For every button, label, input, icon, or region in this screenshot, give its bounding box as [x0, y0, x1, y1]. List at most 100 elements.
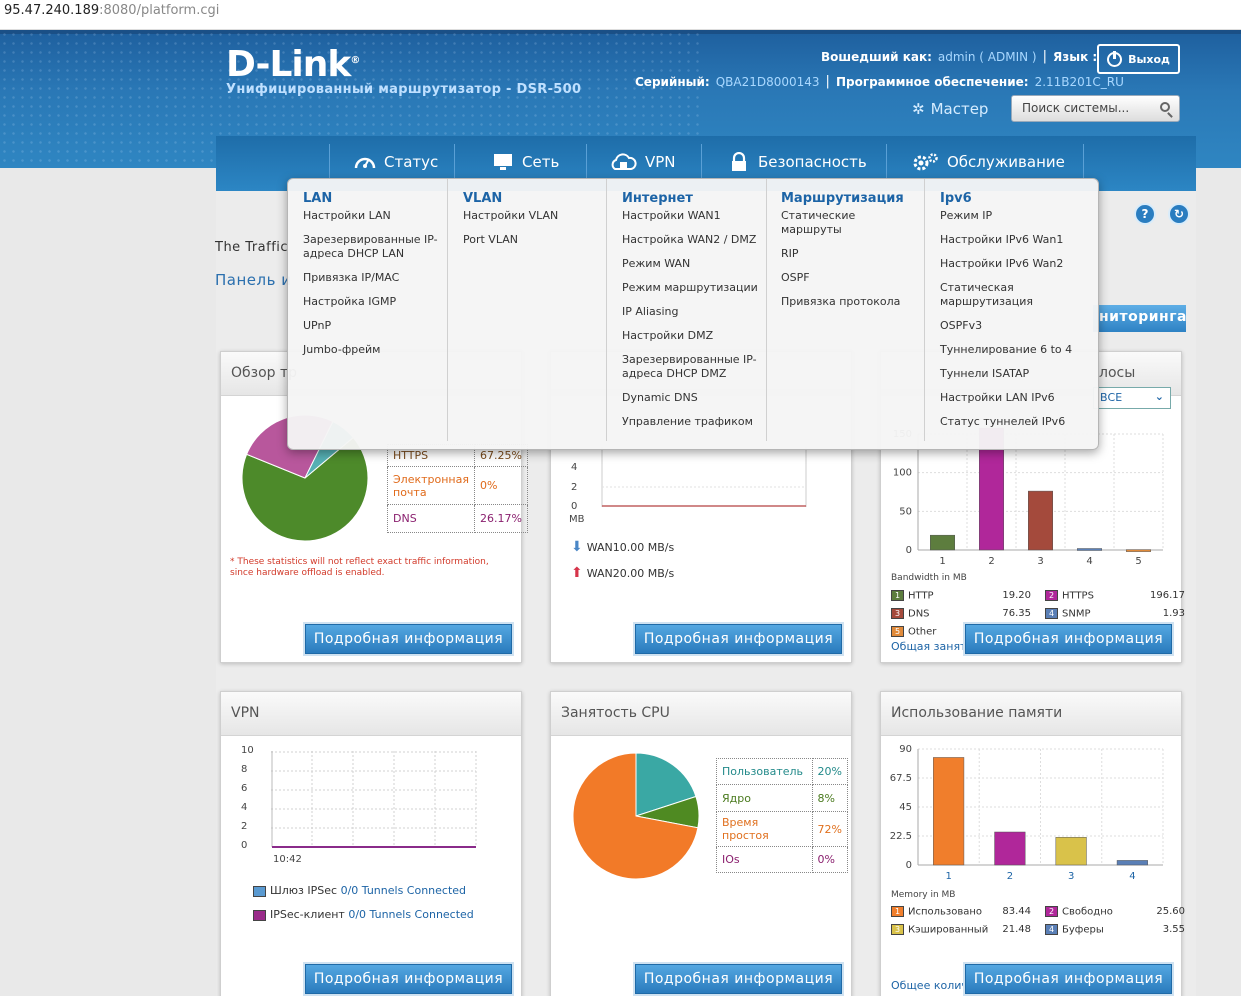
menu-heading-internet[interactable]: Интернет [622, 191, 693, 206]
menu-heading-routing[interactable]: Маршрутизация [781, 191, 904, 206]
legend-item: 2 Свободно 25.60 [1045, 906, 1185, 918]
menu-item[interactable]: Настройка IGMP [303, 295, 397, 308]
menu-item[interactable]: Настройки IPv6 Wan1 [940, 233, 1064, 246]
search-icon [1160, 102, 1170, 112]
menu-item[interactable]: Привязка протокола [781, 295, 901, 308]
chevron-down-icon: ⌄ [1154, 390, 1164, 403]
nav-status[interactable]: Статус [354, 136, 438, 188]
menu-item[interactable]: Управление трафиком [622, 415, 753, 428]
y-tick-label: 100 [893, 468, 912, 479]
cpu-table: Пользователь 20% Ядро 8% Время простоя 72% … [716, 758, 849, 873]
bar [1028, 490, 1053, 551]
menu-item[interactable]: Dynamic DNS [622, 391, 698, 404]
vpn-xlabel: 10:42 [273, 854, 302, 865]
device-subtitle: Унифицированный маршрутизатор - DSR-500 [226, 82, 582, 97]
wan-detail-button[interactable]: Подробная информация [635, 624, 842, 654]
menu-heading-lan[interactable]: LAN [303, 191, 333, 206]
menu-item[interactable]: Настройки IPv6 Wan2 [940, 257, 1064, 270]
x-tick-label: 4 [1129, 871, 1135, 882]
menu-col-routing: Маршрутизация Статические маршруты RIP OSPF… [766, 179, 925, 441]
dlink-logo[interactable]: D-Link® [226, 44, 360, 85]
traffic-detail-button[interactable]: Подробная информация [305, 624, 512, 654]
firmware-label: Программное обеспечение: [835, 74, 1029, 89]
monitoring-button[interactable]: ниторинга [1093, 305, 1186, 332]
table-row: Электронная почта 0% [387, 466, 528, 505]
menu-item[interactable]: Настройки DMZ [622, 329, 714, 342]
wizard-link[interactable]: ✲ Мастер [912, 100, 989, 118]
menu-item[interactable]: Привязка IP/MAC [303, 271, 400, 284]
menu-item[interactable]: Режим IP [940, 209, 993, 222]
menu-col-ipv6: Ipv6 Режим IP Настройки IPv6 Wan1 Настройки… [925, 179, 1099, 441]
pie-slice [241, 436, 369, 542]
x-tick-label: 4 [1086, 556, 1092, 567]
menu-item[interactable]: Статическая маршрутизация [940, 281, 1033, 308]
menu-item[interactable]: Зарезервированные IP-адреса DHCP LAN [303, 233, 438, 260]
legend-value: 76.35 [1002, 608, 1031, 619]
monitor-icon [494, 154, 512, 170]
legend-label: HTTP [908, 590, 934, 602]
x-tick-label: 2 [988, 556, 994, 567]
address-bar[interactable]: 95.47.240.189:8080/platform.cgi [0, 0, 1241, 30]
y-tick-label: 50 [899, 506, 912, 517]
menu-item[interactable]: Статические маршруты [781, 209, 856, 236]
menu-item[interactable]: Настройки VLAN [463, 209, 559, 222]
menu-item[interactable]: Настройки LAN IPv6 [940, 391, 1055, 404]
cpu-detail-button[interactable]: Подробная информация [635, 964, 842, 994]
legend-item: 1 Использовано 83.44 [891, 906, 1031, 918]
legend-swatch: 4 [1045, 924, 1058, 935]
menu-item[interactable]: OSPF [781, 271, 810, 284]
memory-panel: Использование памяти 90 67.5 45 22.5 0 1 2 3 4 M… [880, 691, 1185, 996]
vpn-detail-button[interactable]: Подробная информация [305, 964, 512, 994]
down-arrow-icon: ⬇ [571, 539, 583, 555]
menu-item[interactable]: UPnP [303, 319, 332, 332]
memory-detail-button[interactable]: Подробная информация [965, 964, 1172, 994]
menu-item[interactable]: Режим маршрутизации [622, 281, 758, 294]
menu-item[interactable]: OSPFv3 [940, 319, 983, 332]
language-label[interactable]: Язык : [1053, 49, 1098, 64]
serial-value: QBA21D8000143 [715, 74, 820, 89]
bandwidth-footer: Общая занят [891, 640, 967, 653]
legend-value: 1.93 [1162, 608, 1185, 619]
system-search-input[interactable]: Поиск системы... [1011, 95, 1180, 122]
legend-label: SNMP [1062, 608, 1091, 620]
menu-item[interactable]: Зарезервированные IP-адреса DHCP DMZ [622, 353, 757, 380]
nav-security[interactable]: Безопасность [728, 136, 867, 188]
legend-value: 19.20 [1002, 590, 1031, 601]
refresh-icon[interactable]: ↻ [1168, 203, 1190, 225]
bar [933, 757, 965, 866]
device-info: Серийный: QBA21D8000143 | Программное об… [635, 74, 1124, 89]
menu-item[interactable]: Туннели ISATAP [940, 367, 1030, 380]
menu-heading-ipv6[interactable]: Ipv6 [940, 191, 972, 206]
legend-label: Other [908, 626, 937, 638]
bandwidth-filter-select[interactable]: ВСЕ ⌄ [1093, 387, 1171, 409]
nav-maintenance[interactable]: Обслуживание [911, 136, 1065, 188]
wan-ytick: 4 [571, 462, 578, 473]
memory-caption: Memory in MB [891, 890, 956, 900]
menu-item[interactable]: Режим WAN [622, 257, 691, 270]
serial-label: Серийный: [635, 74, 710, 89]
menu-item[interactable]: Туннелирование 6 to 4 [940, 343, 1073, 356]
vpn-ytick: 4 [241, 802, 248, 813]
menu-item[interactable]: Jumbo-фрейм [303, 343, 381, 356]
legend-item: 3 Кэшированный 21.48 [891, 924, 1031, 936]
bandwidth-detail-button[interactable]: Подробная информация [965, 624, 1172, 654]
logout-button[interactable]: Выход [1097, 44, 1180, 74]
logged-in-label: Вошедший как: [821, 49, 932, 64]
wan-ytick: 0 [571, 501, 578, 512]
nav-network[interactable]: Сеть [492, 136, 559, 188]
menu-item[interactable]: Настройки LAN [303, 209, 391, 222]
y-tick-label: 0 [906, 860, 912, 871]
wand-icon: ✲ [912, 100, 925, 118]
menu-heading-vlan[interactable]: VLAN [463, 191, 503, 206]
nav-vpn[interactable]: VPN [609, 136, 676, 188]
menu-item[interactable]: RIP [781, 247, 799, 260]
menu-item[interactable]: Статус туннелей IPv6 [940, 415, 1066, 428]
traffic-table: HTTPS 67.25% Электронная почта 0% DNS 26.17… [387, 444, 528, 533]
menu-item[interactable]: IP Aliasing [622, 305, 679, 318]
menu-col-lan: LAN Настройки LAN Зарезервированные IP-адр… [288, 179, 448, 441]
menu-item[interactable]: Port VLAN [463, 233, 518, 246]
menu-item[interactable]: Настройки WAN1 [622, 209, 721, 222]
x-tick-label: 5 [1135, 556, 1141, 567]
menu-item[interactable]: Настройка WAN2 / DMZ [622, 233, 757, 246]
help-icon[interactable]: ? [1134, 203, 1156, 225]
